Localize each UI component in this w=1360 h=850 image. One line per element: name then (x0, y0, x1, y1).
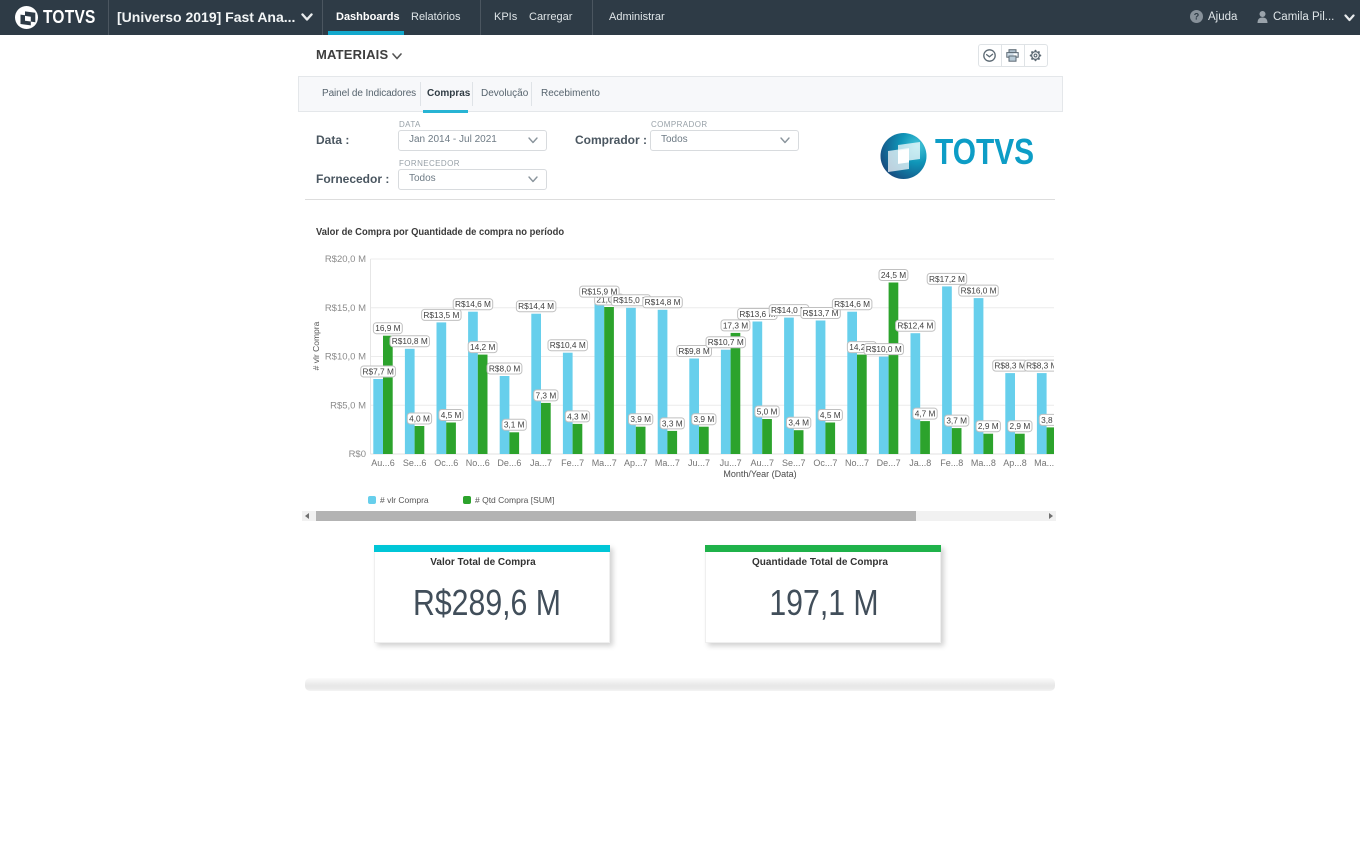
svg-text:Au...6: Au...6 (371, 458, 395, 468)
svg-text:24,5 M: 24,5 M (881, 270, 906, 280)
svg-text:?: ? (1194, 12, 1200, 22)
svg-text:Fe...8: Fe...8 (940, 458, 963, 468)
svg-text:Ju...7: Ju...7 (688, 458, 710, 468)
svg-text:3,8 M: 3,8 M (1041, 415, 1054, 425)
svg-text:Ma...8: Ma...8 (971, 458, 996, 468)
svg-text:Se...7: Se...7 (782, 458, 806, 468)
svg-text:4,5 M: 4,5 M (441, 410, 462, 420)
svg-text:14,2 M: 14,2 M (849, 342, 874, 352)
svg-text:7,3 M: 7,3 M (536, 390, 557, 400)
svg-text:R$15,9 M: R$15,9 M (581, 287, 617, 297)
svg-text:4,0 M: 4,0 M (409, 413, 430, 423)
svg-text:R$10,8 M: R$10,8 M (392, 336, 428, 346)
svg-text:Ma...7: Ma...7 (655, 458, 680, 468)
svg-text:# vlr Compra: # vlr Compra (311, 321, 321, 370)
svg-text:R$14,6 M: R$14,6 M (455, 299, 491, 309)
svg-text:3,1 M: 3,1 M (504, 420, 525, 430)
svg-text:4,3 M: 4,3 M (567, 411, 588, 421)
svg-text:2,9 M: 2,9 M (1010, 421, 1031, 431)
svg-text:R$17,2 M: R$17,2 M (929, 274, 965, 284)
svg-text:R$14,4 M: R$14,4 M (518, 301, 554, 311)
svg-text:De...7: De...7 (877, 458, 901, 468)
svg-text:R$0: R$0 (349, 449, 366, 460)
svg-text:R$15,0 M: R$15,0 M (325, 303, 366, 314)
svg-text:Fe...7: Fe...7 (561, 458, 584, 468)
svg-text:R$8,3 M: R$8,3 M (1026, 361, 1054, 371)
svg-text:21,0 M: 21,0 M (596, 294, 621, 304)
svg-text:17,3 M: 17,3 M (723, 320, 748, 330)
svg-text:R$12,4 M: R$12,4 M (897, 321, 933, 331)
svg-text:R$8,0 M: R$8,0 M (489, 363, 520, 373)
svg-text:R$13,6 M: R$13,6 M (739, 309, 775, 319)
svg-text:4,5 M: 4,5 M (820, 410, 841, 420)
svg-text:3,9 M: 3,9 M (630, 414, 651, 424)
svg-text:R$15,0 M: R$15,0 M (613, 295, 649, 305)
svg-text:2,9 M: 2,9 M (978, 421, 999, 431)
svg-text:R$9,8 M: R$9,8 M (678, 346, 709, 356)
svg-text:De...6: De...6 (497, 458, 521, 468)
svg-text:R$10,4 M: R$10,4 M (550, 340, 586, 350)
svg-text:Ja...7: Ja...7 (530, 458, 552, 468)
svg-text:Ma...7: Ma...7 (592, 458, 617, 468)
svg-text:R$14,8 M: R$14,8 M (645, 297, 681, 307)
svg-text:16,9 M: 16,9 M (375, 323, 400, 333)
svg-text:14,2 M: 14,2 M (470, 342, 495, 352)
svg-text:Month/Year (Data): Month/Year (Data) (723, 469, 796, 479)
svg-text:Ap...8: Ap...8 (1003, 458, 1027, 468)
svg-text:No...7: No...7 (845, 458, 869, 468)
svg-text:Oc...6: Oc...6 (434, 458, 458, 468)
svg-text:R$14,6 M: R$14,6 M (834, 299, 870, 309)
svg-text:R$5,0 M: R$5,0 M (330, 400, 366, 411)
svg-text:Ju...7: Ju...7 (720, 458, 742, 468)
svg-text:Se...6: Se...6 (403, 458, 427, 468)
svg-text:R$8,3 M: R$8,3 M (994, 361, 1025, 371)
svg-text:3,9 M: 3,9 M (694, 414, 715, 424)
svg-text:3,4 M: 3,4 M (788, 418, 809, 428)
svg-text:R$10,0 M: R$10,0 M (866, 344, 902, 354)
svg-text:No...6: No...6 (466, 458, 490, 468)
svg-text:R$13,7 M: R$13,7 M (803, 308, 839, 318)
svg-text:4,7 M: 4,7 M (915, 409, 936, 419)
svg-text:3,7 M: 3,7 M (946, 416, 967, 426)
svg-text:R$10,0 M: R$10,0 M (325, 352, 366, 363)
svg-text:R$13,5 M: R$13,5 M (423, 310, 459, 320)
svg-text:R$10,7 M: R$10,7 M (708, 337, 744, 347)
svg-text:R$14,0 M: R$14,0 M (771, 305, 807, 315)
svg-text:5,0 M: 5,0 M (757, 406, 778, 416)
svg-text:Ma...8: Ma...8 (1034, 458, 1054, 468)
svg-text:Ja...8: Ja...8 (909, 458, 931, 468)
svg-text:Ap...7: Ap...7 (624, 458, 648, 468)
svg-text:Oc...7: Oc...7 (813, 458, 837, 468)
svg-text:R$20,0 M: R$20,0 M (325, 254, 366, 265)
svg-text:3,3 M: 3,3 M (662, 418, 683, 428)
svg-text:R$16,0 M: R$16,0 M (961, 286, 997, 296)
svg-text:R$7,7 M: R$7,7 M (363, 366, 394, 376)
svg-text:Au...7: Au...7 (750, 458, 774, 468)
